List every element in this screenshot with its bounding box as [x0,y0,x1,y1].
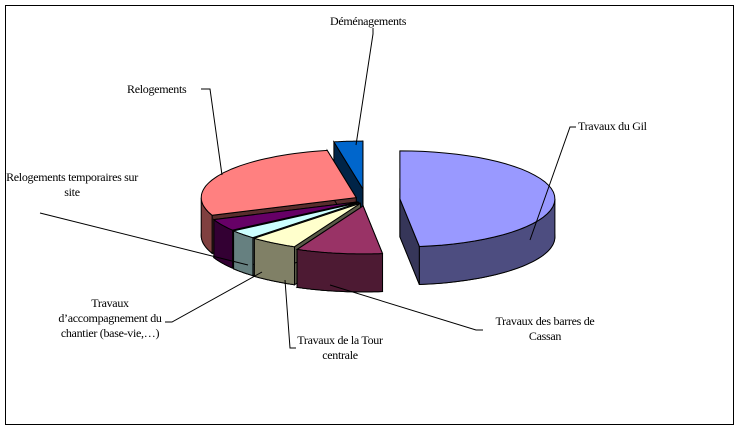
label-accompagnement: Travaux d’accompagnement du chantier (ba… [58,296,162,340]
pie-slice-top [233,202,360,239]
leader-temp [39,212,249,266]
pie-slice-wall [296,248,383,293]
leader-accomp [165,271,263,323]
label-cassan: Travaux des barres de Cassan [495,314,595,343]
leader-cassan [329,284,483,331]
pie-slice-top [212,201,359,231]
pie-slice-top [295,205,384,255]
label-relogements-temporaires: Relogements temporaires sur site [6,170,138,199]
label-relogements: Relogements [127,82,187,96]
pie-slice [295,204,384,293]
chart-frame [5,5,734,425]
pie-slice-top [399,150,556,248]
leader-lines [39,28,576,349]
label-gil: Travaux du Gil [578,119,647,133]
label-tour: Travaux de la Tour centrale [297,333,383,362]
leader-demen [355,28,374,146]
label-demenagements: Déménagements [330,14,407,28]
pie-slice-top [333,140,364,191]
leader-relog [201,88,223,176]
leader-tour [284,279,296,349]
pie-slice [399,150,556,286]
pie-slice-wall [233,230,254,277]
pie-slice-top [200,149,358,216]
pie-slice-top [252,202,361,248]
leader-gil [529,126,576,241]
